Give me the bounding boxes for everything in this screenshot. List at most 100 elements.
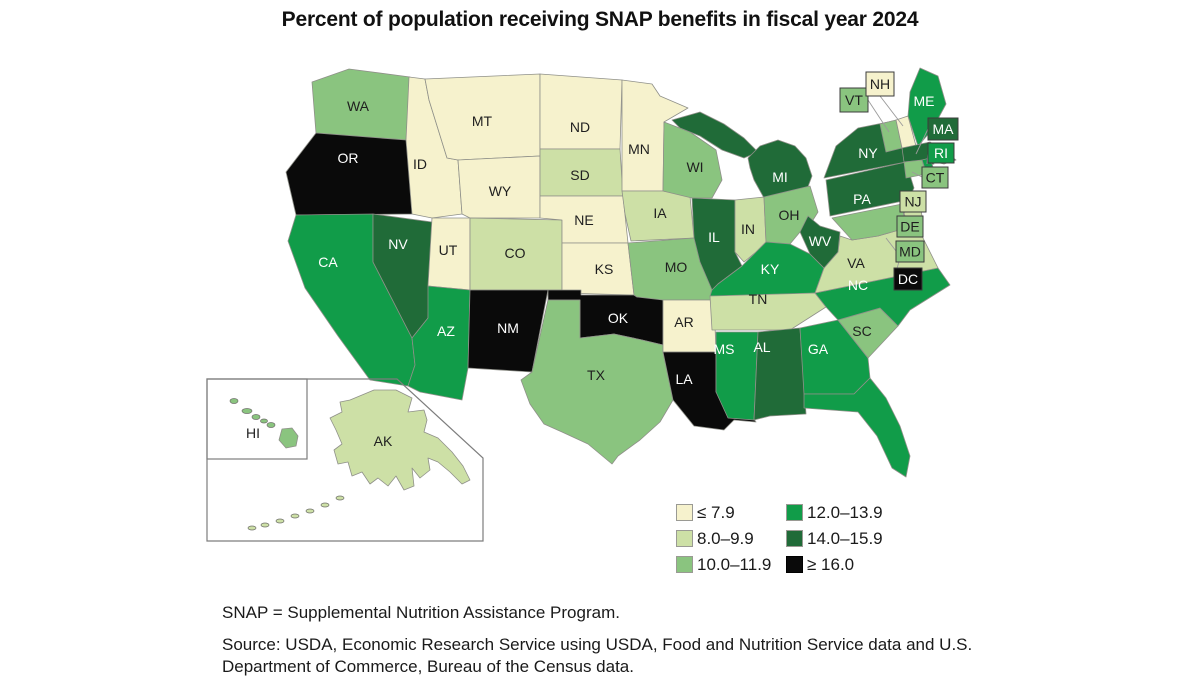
state-label-IA: IA (653, 205, 667, 221)
state-label-IN: IN (741, 221, 755, 237)
state-label-VA: VA (847, 255, 865, 271)
callout-label-DC: DC (898, 271, 918, 287)
state-AK-island (320, 502, 330, 508)
states-layer (229, 67, 957, 531)
legend-swatch (676, 556, 693, 573)
legend-swatch (676, 530, 693, 547)
callout-box-DE (896, 215, 924, 238)
state-AK-island (260, 522, 270, 528)
state-ME (907, 67, 947, 147)
legend-swatch (786, 504, 803, 521)
callout-box-RI (927, 142, 955, 164)
state-label-OK: OK (608, 310, 629, 326)
state-label-AZ: AZ (437, 323, 455, 339)
state-label-NC: NC (848, 277, 868, 293)
state-AK-island (275, 518, 285, 524)
state-label-KY: KY (761, 261, 780, 277)
state-OR (285, 132, 418, 216)
state-AK-island (247, 525, 257, 531)
legend-item: ≤ 7.9 (676, 503, 771, 522)
state-label-WI: WI (686, 159, 703, 175)
state-label-CA: CA (318, 254, 338, 270)
legend-label: 10.0–11.9 (697, 554, 772, 574)
callout-box-MA (927, 117, 959, 141)
legend-item: 8.0–9.9 (676, 529, 771, 548)
state-HI-island (229, 398, 239, 404)
callout-label-CT: CT (926, 170, 945, 186)
state-label-NE: NE (574, 212, 593, 228)
callout-label-VT: VT (845, 92, 863, 108)
state-HI-island (251, 414, 261, 420)
state-ND (539, 73, 623, 150)
callout-layer: VT NH MA RI CT NJ DE MD DC (839, 71, 959, 291)
legend-label: ≥ 16.0 (807, 554, 855, 574)
state-AK-island (290, 513, 300, 519)
leader-line-MD (885, 237, 897, 252)
state-label-WV: WV (809, 233, 832, 249)
leader-line-NH (879, 95, 904, 127)
callout-box-CT (921, 166, 949, 189)
state-label-SC: SC (852, 323, 871, 339)
state-label-LA: LA (675, 371, 693, 387)
state-HI (278, 427, 299, 449)
callout-label-NH: NH (870, 76, 890, 92)
state-WV (799, 215, 841, 269)
footnote-abbreviation: SNAP = Supplemental Nutrition Assistance… (222, 603, 620, 622)
callout-box-NJ (899, 190, 927, 213)
leader-line-MA (915, 128, 929, 155)
callout-box-DC (893, 267, 923, 291)
state-FL (803, 377, 911, 478)
state-WI (662, 121, 723, 199)
state-label-AL: AL (753, 339, 770, 355)
legend-column-2: 12.0–13.9 14.0–15.9 ≥ 16.0 (786, 503, 883, 574)
state-label-PA: PA (853, 191, 871, 207)
state-label-OH: OH (779, 207, 800, 223)
state-label-ID: ID (413, 156, 427, 172)
state-TN (709, 292, 827, 331)
state-label-OR: OR (338, 150, 359, 166)
legend-item: ≥ 16.0 (786, 555, 883, 574)
legend-swatch (676, 504, 693, 521)
callout-box-VT (839, 87, 869, 113)
legend-column-1: ≤ 7.9 8.0–9.9 10.0–11.9 (676, 503, 771, 574)
state-HI-island (266, 422, 276, 428)
state-MI (747, 139, 813, 199)
state-AK-island (305, 508, 315, 514)
state-label-MI: MI (772, 169, 788, 185)
state-label-NY: NY (858, 145, 878, 161)
legend-swatch (786, 530, 803, 547)
legend-label: ≤ 7.9 (697, 502, 735, 522)
legend-item: 12.0–13.9 (786, 503, 883, 522)
state-TX (520, 299, 674, 465)
callout-label-RI: RI (934, 145, 948, 161)
state-label-IL: IL (708, 229, 720, 245)
state-label-ME: ME (914, 93, 935, 109)
state-label-HI: HI (246, 425, 260, 441)
state-HI-island (241, 408, 253, 414)
state-label-UT: UT (439, 242, 458, 258)
callout-label-DE: DE (900, 219, 919, 235)
legend-label: 12.0–13.9 (807, 502, 883, 522)
footnote-source: Source: USDA, Economic Research Service … (222, 635, 973, 677)
state-label-NM: NM (497, 320, 519, 336)
callout-label-MA: MA (933, 121, 955, 137)
state-label-WA: WA (347, 98, 370, 114)
state-MS (715, 331, 759, 421)
alaska-hawaii-inset (206, 378, 484, 542)
state-HI-island (260, 418, 268, 424)
legend-item: 10.0–11.9 (676, 555, 771, 574)
state-label-AR: AR (674, 314, 693, 330)
callout-box-MD (895, 240, 925, 263)
state-label-MO: MO (665, 259, 688, 275)
leader-line-VT (867, 99, 890, 133)
state-label-MS: MS (714, 341, 735, 357)
hawaii-inset-frame (206, 378, 308, 460)
state-label-NV: NV (388, 236, 408, 252)
state-label-ND: ND (570, 119, 590, 135)
callout-label-MD: MD (899, 244, 921, 260)
state-label-GA: GA (808, 341, 829, 357)
legend-swatch (786, 556, 803, 573)
state-label-TN: TN (749, 291, 768, 307)
state-label-CO: CO (505, 245, 526, 261)
leader-line-CT (911, 171, 923, 178)
